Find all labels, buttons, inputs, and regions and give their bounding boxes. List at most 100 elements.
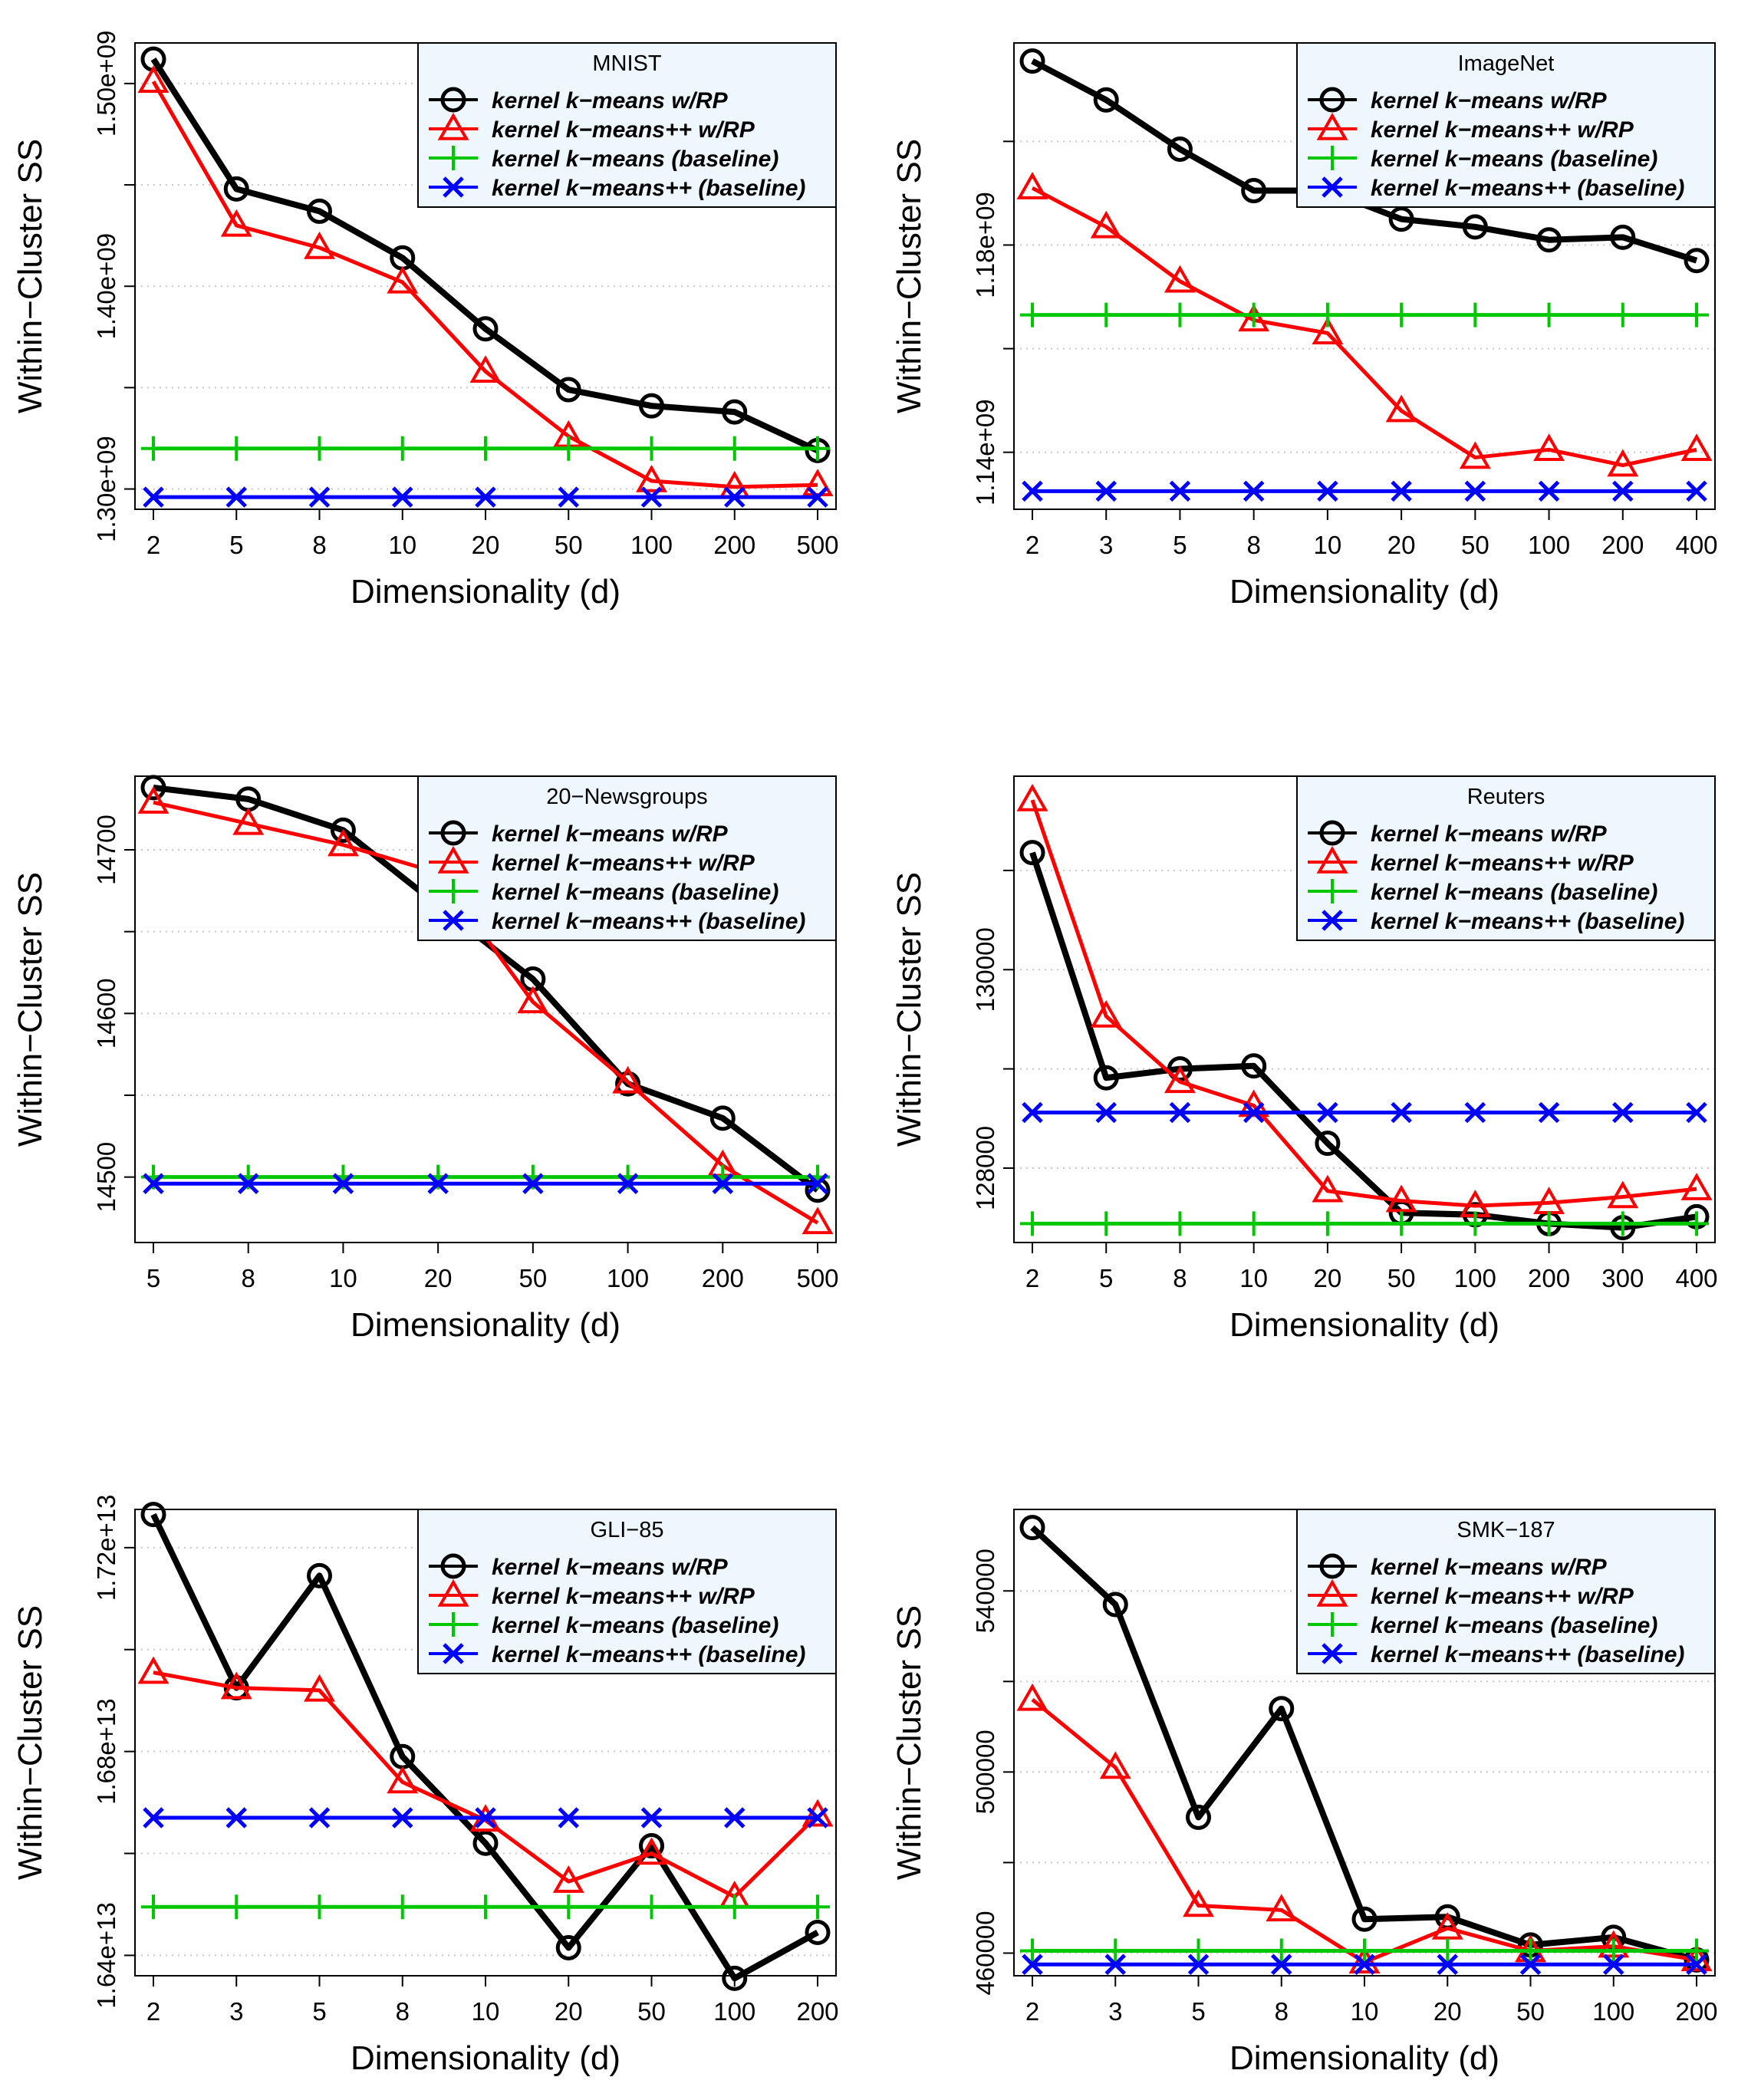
data-point [475, 1807, 496, 1828]
x-tick-label: 100 [1454, 1264, 1496, 1292]
x-axis-label: Dimensionality (d) [1229, 2039, 1499, 2077]
legend-entry: kernel k−means++ w/RP [492, 851, 755, 876]
data-point [1315, 1131, 1341, 1157]
data-point [1351, 1906, 1378, 1932]
y-axis-label: Within−Cluster SS [890, 872, 928, 1147]
legend: MNIST kernel k−means w/RP kernel k−means++… [417, 42, 837, 208]
legend-box [1296, 42, 1716, 208]
legend-entry: kernel k−means w/RP [1371, 821, 1608, 847]
data-point [473, 1894, 498, 1920]
data-point [307, 1562, 332, 1588]
legend-entry: kernel k−means++ (baseline) [492, 1642, 805, 1667]
data-point [1610, 302, 1635, 328]
legend-entry: kernel k−means++ (baseline) [1371, 909, 1684, 934]
x-axis-label: Dimensionality (d) [1229, 1306, 1499, 1344]
data-point [555, 377, 581, 403]
legend-marker [1322, 1643, 1343, 1664]
legend: ImageNet kernel k−means w/RP kernel k−mean… [1296, 42, 1716, 208]
legend-marker [437, 1578, 469, 1607]
legend-entry: kernel k−means w/RP [492, 1555, 729, 1580]
x-tick-label: 10 [472, 1997, 500, 2026]
legend-entry: kernel k−means++ w/RP [492, 1584, 755, 1609]
data-point [1167, 302, 1193, 328]
data-point [1269, 1696, 1295, 1722]
x-tick-label: 10 [1314, 531, 1342, 559]
x-tick-label: 100 [1528, 531, 1570, 559]
data-point [1312, 317, 1344, 345]
legend-entry: kernel k−means++ w/RP [492, 117, 755, 143]
data-point [1464, 480, 1486, 502]
data-point [141, 1894, 166, 1920]
legend-box [417, 1509, 837, 1674]
legend-marker [437, 112, 469, 140]
legend-entry: kernel k−means w/RP [1371, 1555, 1608, 1580]
data-point [1536, 1211, 1562, 1236]
data-point [1385, 394, 1417, 423]
chart-title: SMK−187 [1457, 1518, 1555, 1542]
data-point [1431, 1911, 1463, 1940]
data-point [807, 1173, 828, 1194]
data-point [1019, 1515, 1045, 1541]
data-point [304, 231, 335, 259]
data-point [558, 486, 580, 508]
legend-entry: kernel k−means (baseline) [492, 880, 778, 905]
data-point [709, 1105, 736, 1131]
legend-marker [1322, 176, 1343, 198]
data-point [308, 1807, 331, 1828]
data-point [137, 1656, 170, 1684]
panel-6: 2 3 5 8 10 20 50 100 200 Dimensionality (d) 460000… [890, 1509, 1718, 2077]
data-point [1186, 1804, 1211, 1830]
legend-box [1296, 775, 1716, 941]
x-tick-label: 500 [796, 531, 838, 559]
data-point [307, 1894, 332, 1920]
y-tick-label: 500000 [971, 1730, 999, 1814]
data-point [1164, 1065, 1196, 1094]
legend-marker [1322, 910, 1343, 931]
data-point [805, 1920, 831, 1946]
legend-entry: kernel k−means++ (baseline) [1371, 176, 1684, 201]
x-tick-label: 3 [229, 1997, 243, 2026]
data-point [712, 1173, 734, 1194]
data-point [1462, 214, 1488, 240]
legend-marker [1320, 146, 1345, 170]
data-point [1102, 1591, 1128, 1618]
data-point [1243, 480, 1265, 502]
y-axis-label: Within−Cluster SS [890, 139, 928, 413]
data-point [1536, 227, 1562, 253]
data-point [1104, 1954, 1127, 1976]
chart-title: Reuters [1467, 785, 1545, 809]
x-tick-label: 400 [1675, 1264, 1717, 1292]
data-point [805, 436, 830, 461]
data-point [1680, 1173, 1713, 1200]
data-point [1684, 1211, 1709, 1236]
data-point [137, 786, 170, 814]
series-line-1 [153, 784, 820, 1193]
data-point [1463, 1211, 1488, 1236]
data-point [723, 1807, 746, 1828]
data-point [330, 817, 356, 843]
x-axis-label: Dimensionality (d) [351, 1306, 620, 1344]
x-axis-label: Dimensionality (d) [351, 2039, 620, 2077]
data-point [1686, 1101, 1707, 1124]
x-tick-label: 20 [555, 1997, 583, 2026]
y-tick-label: 460000 [971, 1911, 999, 1995]
data-point [807, 1807, 828, 1828]
data-point [1169, 1101, 1191, 1124]
data-point [1094, 302, 1119, 328]
legend: GLI−85 kernel k−means w/RP kernel k−means+… [417, 1509, 837, 1674]
x-axis-label: Dimensionality (d) [351, 573, 620, 611]
data-point [390, 436, 415, 461]
data-point [143, 1807, 164, 1828]
data-point [636, 464, 667, 492]
panel-4: 2 5 8 10 20 50 100 200 300 400 Dimensionality (d) 1… [890, 775, 1718, 1344]
chart-title: GLI−85 [591, 1518, 664, 1542]
data-point [1020, 1938, 1045, 1963]
x-tick-label: 100 [630, 531, 673, 559]
legend-entry: kernel k−means (baseline) [492, 1613, 778, 1638]
series-line-2 [1031, 1697, 1697, 1964]
x-tick-label: 5 [146, 1264, 160, 1292]
data-point [640, 486, 663, 508]
y-tick-label: 1.50e+09 [92, 31, 120, 137]
x-tick-label: 100 [607, 1264, 649, 1292]
x-tick-label: 500 [796, 1264, 838, 1292]
